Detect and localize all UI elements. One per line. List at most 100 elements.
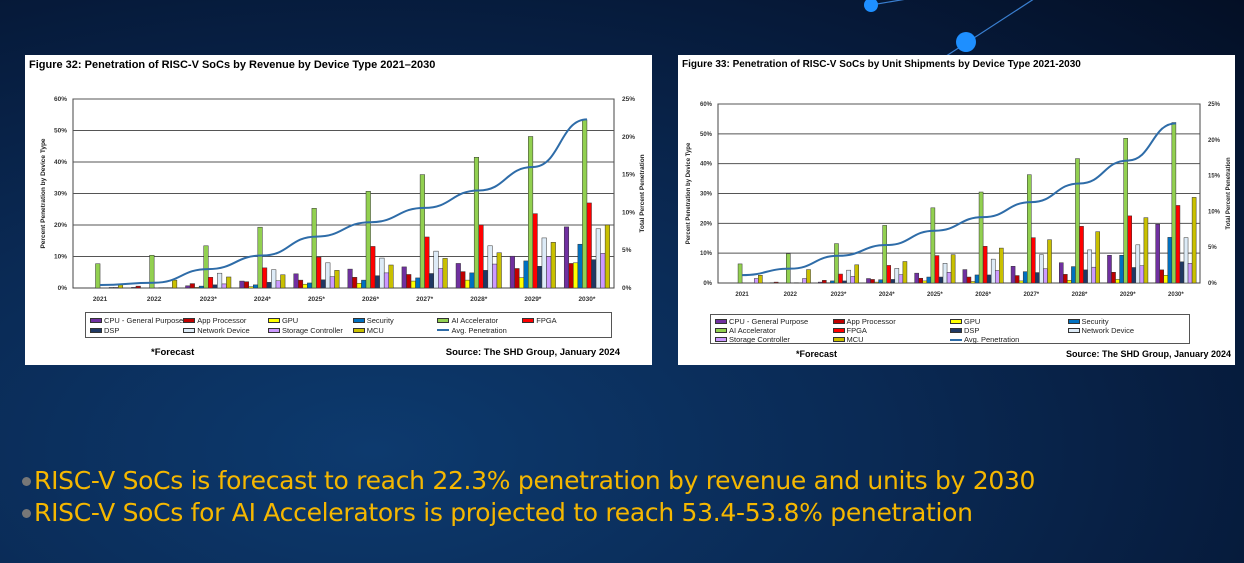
x-tick-label: 2024* [254, 296, 271, 303]
bar-security [523, 260, 529, 289]
legend-label: App Processor [197, 315, 247, 325]
bar-fpga [934, 255, 940, 284]
bar-network-device [379, 257, 385, 289]
legend-swatch [1067, 319, 1080, 324]
bar-mcu [1047, 239, 1052, 284]
bullet-list: RISC-V SoCs is forecast to reach 22.3% p… [22, 465, 1035, 529]
bar-storage-controller [492, 263, 498, 289]
legend-item: MCU [832, 335, 951, 344]
bar-storage-controller [753, 278, 759, 284]
bar-security [878, 279, 883, 284]
legend-item: GPU [267, 316, 353, 325]
legend-label: App Processor [846, 317, 896, 326]
bar-fpga [1031, 237, 1036, 284]
legend-swatch [1067, 328, 1080, 333]
figure-32-chart: 0% 10% 20% 30% 40% 50% 60% 0% 5% 10% 15% 20% 25% Perc… [40, 96, 646, 303]
bar-cpu-general-purpose [185, 285, 191, 289]
bar-fpga [532, 213, 538, 289]
bar-ai-accelerator [473, 157, 479, 289]
legend-swatch [267, 327, 280, 333]
bar-storage-controller [546, 256, 552, 289]
source-note: Source: The SHD Group, January 2024 [1065, 349, 1231, 359]
bar-cpu-general-purpose [1107, 255, 1112, 284]
legend-swatch [715, 328, 727, 333]
x-tick-label: 2021 [93, 296, 108, 303]
bar-storage-controller [113, 287, 119, 289]
legend-label: MCU [366, 325, 384, 335]
bar-app-processor [870, 279, 875, 284]
bar-fpga [838, 273, 843, 284]
bar-security [974, 274, 980, 284]
bar-mcu [902, 261, 908, 284]
bar-storage-controller [1139, 265, 1145, 284]
legend-line-swatch [950, 338, 962, 341]
bar-mcu [758, 274, 763, 284]
y2-tick-label: 15% [622, 172, 635, 179]
x-tick-label: 2024* [879, 292, 895, 298]
legend-item: App Processor [832, 317, 951, 326]
chart-title: Figure 32: Penetration of RISC-V SoCs by… [29, 59, 436, 71]
bar-security [577, 243, 583, 289]
chart-legend: CPU - General Purpose App Processor GPU Sec… [710, 314, 1190, 344]
legend-item: CPU - General Purpose [90, 316, 183, 325]
legend-label: Security [366, 315, 394, 325]
bar-security [1119, 255, 1124, 284]
legend-label: MCU [846, 335, 864, 344]
bar-fpga [316, 256, 322, 289]
bar-gpu [302, 283, 308, 289]
legend-label: GPU [964, 317, 981, 326]
bar-fpga [982, 246, 988, 284]
bar-network-device [942, 263, 948, 284]
bar-app-processor [822, 280, 827, 284]
legend-label: AI Accelerator [451, 315, 499, 325]
y-axis-label: Percent Penetration by Device Type [40, 138, 47, 248]
legend-swatch [715, 337, 727, 342]
bar-storage-controller [1187, 263, 1193, 284]
y-tick-label: 10% [54, 254, 67, 261]
bar-gpu [1115, 279, 1120, 284]
legend-item: Network Device [1067, 326, 1186, 335]
legend-swatch [90, 317, 102, 323]
y-tick-label: 20% [54, 222, 67, 229]
y-tick-label: 50% [700, 132, 713, 138]
bar-ai-accelerator [582, 119, 588, 289]
legend-item: DSP [950, 326, 1068, 335]
legend-item: App Processor [183, 316, 268, 325]
bar-network-device [1183, 237, 1189, 284]
bar-app-processor [189, 283, 195, 289]
decor-line [939, 0, 1034, 61]
y2-tick-label: 25% [1208, 102, 1221, 108]
bar-fpga [1127, 215, 1132, 284]
bar-mcu [226, 276, 232, 289]
bar-fpga [586, 202, 592, 289]
bar-cpu-general-purpose [509, 255, 515, 289]
bar-security [361, 279, 367, 289]
x-tick-label: 2030* [578, 296, 595, 303]
bar-mcu [172, 279, 178, 289]
bar-mcu [806, 269, 811, 284]
bar-cpu-general-purpose [563, 226, 570, 289]
y2-axis-label: Total Percent Penetration [1226, 157, 1232, 230]
bar-ai-accelerator [95, 263, 101, 289]
decor-node [864, 0, 878, 12]
y2-tick-label: 10% [622, 209, 635, 216]
bar-dsp [890, 279, 896, 284]
bar-security [198, 285, 204, 289]
bar-mcu [388, 264, 394, 289]
bar-mcu [999, 247, 1004, 284]
decor-node [956, 32, 976, 52]
bar-storage-controller [898, 274, 904, 284]
bar-dsp [591, 259, 597, 289]
bar-security [415, 277, 421, 289]
bar-ai-accelerator [882, 225, 887, 284]
y-tick-label: 60% [700, 102, 713, 108]
bar-dsp [212, 284, 218, 289]
bar-storage-controller [994, 270, 1000, 284]
legend-swatch [90, 327, 102, 333]
bar-gpu [874, 281, 879, 284]
x-tick-label: 2022 [784, 292, 798, 298]
bar-storage-controller [1091, 266, 1096, 284]
bar-cpu-general-purpose [401, 266, 407, 289]
bar-mcu [334, 270, 340, 289]
bar-ai-accelerator [834, 243, 839, 284]
